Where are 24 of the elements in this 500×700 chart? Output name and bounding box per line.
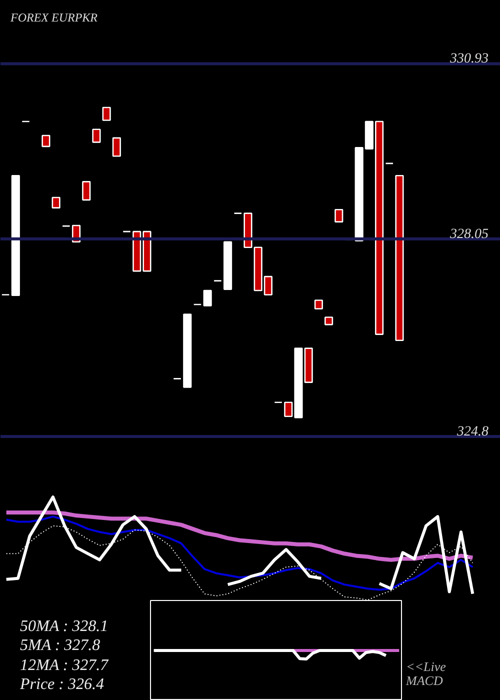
candlestick [112, 137, 121, 157]
candlestick [223, 241, 232, 290]
candlestick [395, 174, 404, 342]
ref-line-label: 330.93 [449, 52, 488, 67]
text: Price : 326.4 [20, 676, 104, 693]
text: FOREX EURPKR [10, 10, 98, 24]
text: 12MA : 327.7 [20, 656, 108, 674]
candlestick [42, 134, 50, 148]
text: 50MA : 328.1 [20, 618, 108, 635]
text: MACD [406, 673, 443, 688]
candlestick [102, 106, 111, 121]
ref-line-label: 328.05 [449, 226, 488, 242]
text: <<Live [406, 659, 446, 674]
candlestick [82, 181, 91, 201]
candlestick [52, 196, 60, 208]
text: 5MA : 327.8 [20, 637, 100, 654]
candlestick [334, 209, 344, 222]
candlestick [324, 316, 334, 326]
candlestick [203, 290, 212, 306]
candlestick [92, 128, 101, 143]
candlestick [314, 300, 323, 310]
candlestick [11, 174, 20, 296]
candlestick [183, 314, 192, 388]
ref-line-label: 324.8 [456, 424, 488, 440]
